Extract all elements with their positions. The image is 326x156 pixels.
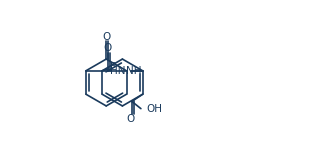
Text: OH: OH	[146, 104, 162, 114]
Text: O: O	[102, 32, 110, 41]
Text: NH: NH	[126, 66, 142, 76]
Text: F: F	[110, 62, 116, 72]
Text: HN: HN	[110, 66, 125, 76]
Text: O: O	[103, 43, 112, 53]
Text: O: O	[127, 114, 135, 124]
